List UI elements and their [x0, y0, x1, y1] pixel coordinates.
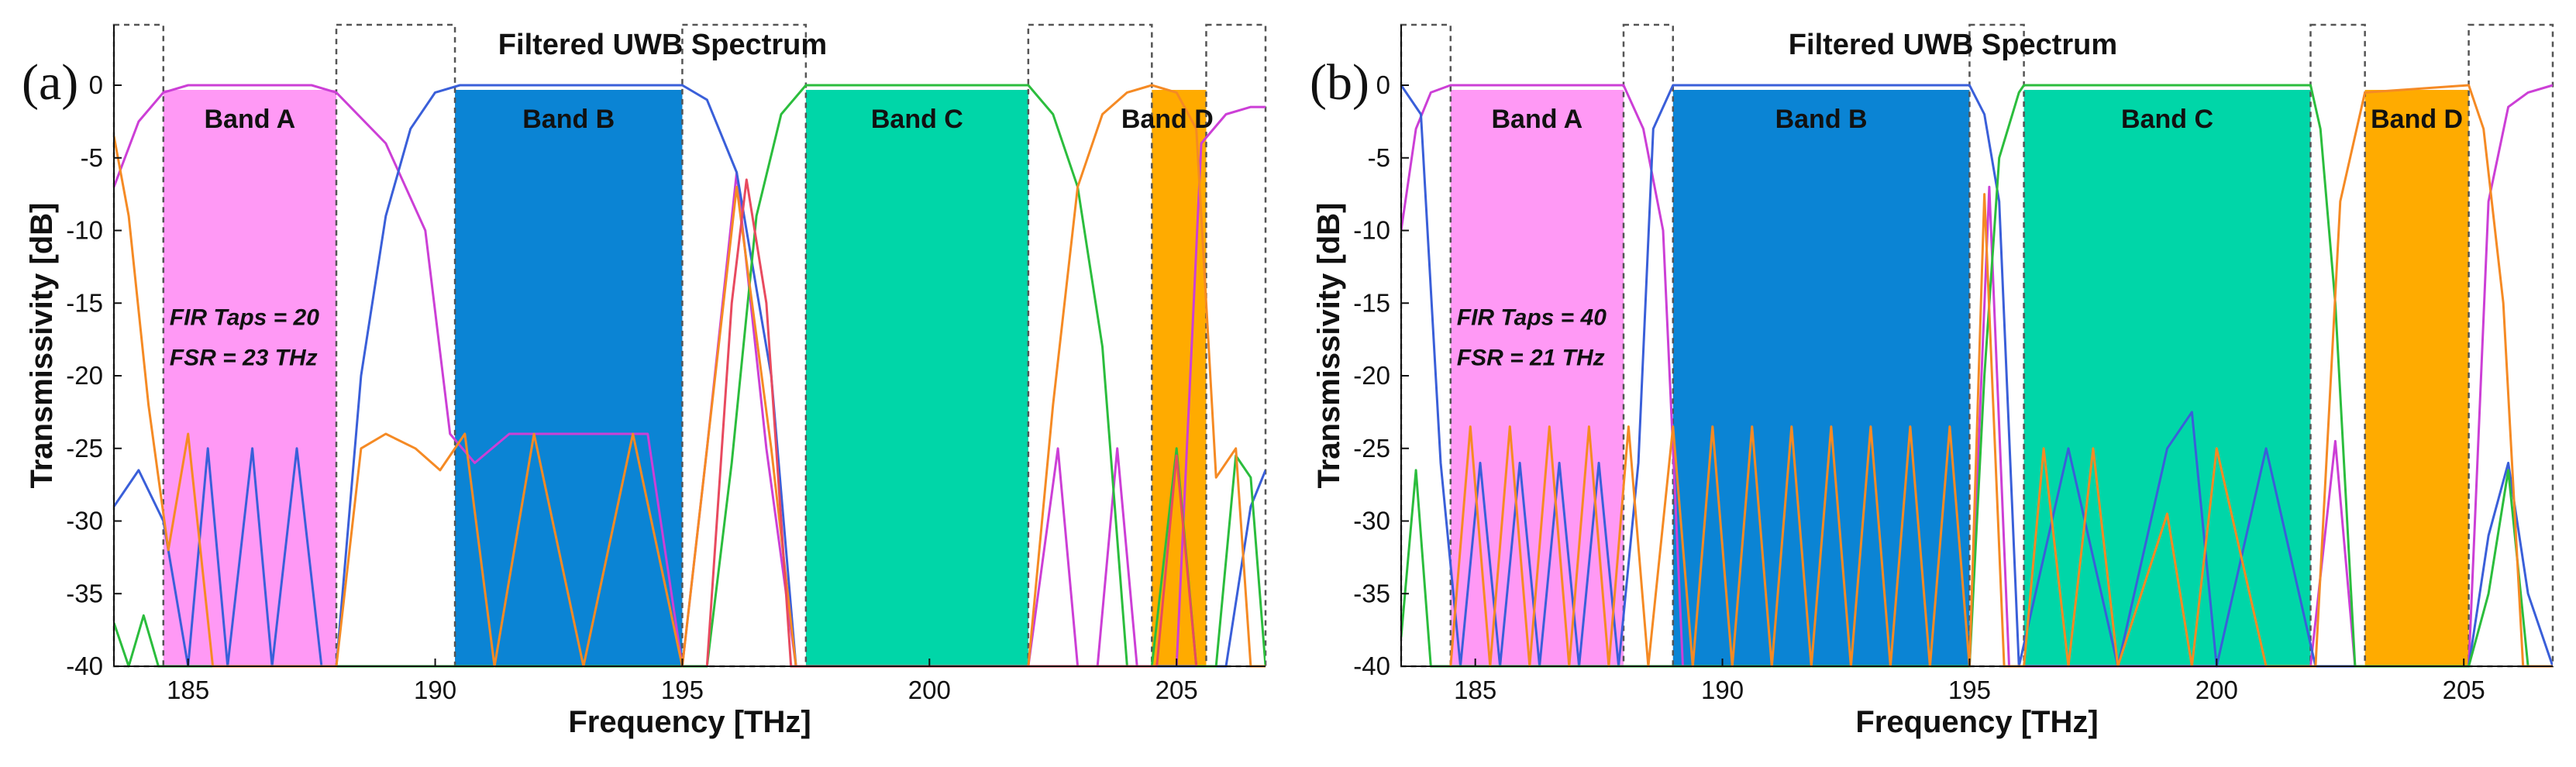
chart-panel-a: 0 -5 -10 -15 -20 -25 -30 -35 -40 185 190 195 200 205 B…: [22, 23, 1267, 739]
annotation-text: FSR = 21 THz: [1457, 345, 1605, 370]
y-tick-label: -15: [66, 288, 103, 317]
x-tick-label: 200: [2195, 676, 2238, 704]
y-tick-label: -40: [1353, 652, 1390, 680]
y-tick-label: -30: [1353, 507, 1390, 535]
y-tick-label: 0: [89, 71, 103, 99]
band-fill-b: [1672, 90, 1970, 666]
y-tick-label: -20: [66, 361, 103, 390]
y-tick-label: -10: [1353, 216, 1390, 245]
y-tick-label: -5: [1368, 143, 1390, 172]
band-label-c: Band C: [871, 105, 963, 134]
y-axis-label: Transmissivity [dB]: [1312, 202, 1346, 488]
band-label-a: Band A: [205, 105, 296, 134]
y-tick-label: -40: [66, 652, 103, 680]
band-label-b: Band B: [522, 105, 615, 134]
y-tick-label: -10: [66, 216, 103, 245]
band-fill-a: [163, 90, 336, 666]
chart-title: Filtered UWB Spectrum: [498, 29, 827, 61]
annotation-text: FIR Taps = 40: [1457, 304, 1607, 330]
y-axis-label: Transmissivity [dB]: [25, 202, 59, 488]
y-tick-label: -25: [66, 434, 103, 463]
x-tick-label: 200: [908, 676, 951, 704]
y-tick-label: -35: [66, 579, 103, 607]
guard-band-box: [1205, 23, 1267, 668]
x-axis-label: Frequency [THz]: [568, 705, 811, 739]
x-tick-label: 190: [414, 676, 456, 704]
y-tick-label: -35: [1353, 579, 1390, 607]
guard-band-box: [1622, 23, 1675, 668]
guard-band-box: [1400, 23, 1452, 668]
band-label-b: Band B: [1775, 105, 1868, 134]
band-fill-d: [2364, 90, 2469, 666]
band-fill-b: [455, 90, 683, 666]
x-tick-label: 195: [661, 676, 704, 704]
band-fill-c: [805, 90, 1028, 666]
y-tick-label: -20: [1353, 361, 1390, 390]
annotation-text: FSR = 23 THz: [170, 345, 318, 370]
x-tick-label: 190: [1701, 676, 1744, 704]
band-label-d: Band D: [2371, 105, 2463, 134]
band-fill-d: [1152, 90, 1207, 666]
y-tick-label: -30: [66, 507, 103, 535]
series-line-band-d-filter-inner-: [705, 178, 1198, 668]
guard-band-box: [1968, 23, 2025, 668]
guard-band-box: [335, 23, 456, 668]
x-tick-label: 205: [2443, 676, 2485, 704]
guard-band-box: [2309, 23, 2366, 668]
panel-label: (b): [1310, 54, 1369, 111]
chart-panel-b: 0 -5 -10 -15 -20 -25 -30 -35 -40 185 190 195 200 205 B…: [1310, 23, 2554, 739]
band-label-d: Band D: [1121, 105, 1214, 134]
annotation-text: FIR Taps = 20: [170, 304, 319, 330]
band-label-a: Band A: [1492, 105, 1583, 134]
chart-title: Filtered UWB Spectrum: [1789, 29, 2117, 61]
x-tick-label: 205: [1155, 676, 1198, 704]
band-fill-c: [2023, 90, 2311, 666]
x-tick-label: 185: [1454, 676, 1496, 704]
y-tick-label: -25: [1353, 434, 1390, 463]
y-tick-label: -5: [81, 143, 103, 172]
y-tick-label: 0: [1376, 71, 1390, 99]
y-tick-label: -15: [1353, 288, 1390, 317]
band-label-c: Band C: [2121, 105, 2213, 134]
panel-label: (a): [22, 54, 78, 111]
x-tick-label: 195: [1948, 676, 1991, 704]
x-axis-label: Frequency [THz]: [1855, 705, 2098, 739]
x-tick-label: 185: [167, 676, 209, 704]
